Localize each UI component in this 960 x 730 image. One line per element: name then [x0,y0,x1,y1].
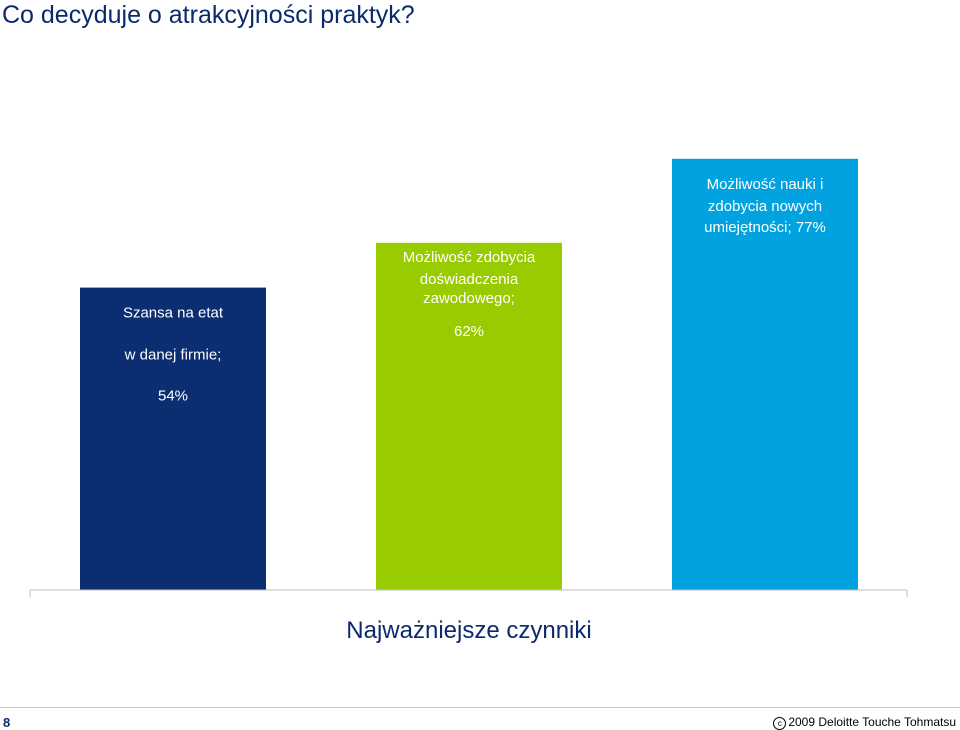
copyright-icon: c [773,717,787,730]
data-label-3-line-2: zdobycia nowych [708,198,822,215]
data-label-2-line-1: Możliwość zdobycia [403,249,536,266]
bar-2 [376,242,562,591]
data-label-2-line-4: 62% [454,323,484,340]
data-label-1-line-3: 54% [158,388,188,405]
data-label-1-line-2: w danej firmie; [124,347,222,364]
bar-chart: Szansa na etat w danej firmie; 54% Możliwoś… [29,158,908,644]
data-label-3-line-1: Możliwość nauki i [707,176,824,193]
footer-divider [0,707,960,708]
data-label-1-line-1: Szansa na etat [123,305,224,322]
page-number: 8 [3,715,11,730]
bar-1 [80,287,266,590]
page-title: Co decyduje o atrakcyjności praktyk? [2,1,415,29]
data-label-2-line-2: doświadczenia [420,271,519,288]
copyright-notice: c 2009 Deloitte Touche Tohmatsu [773,715,956,730]
bar-3 [672,158,858,591]
copyright-text: 2009 Deloitte Touche Tohmatsu [788,715,956,729]
x-axis-label: Najważniejsze czynniki [346,617,591,644]
data-label-2-line-3: zawodowego; [423,290,515,307]
data-label-3-line-3: umiejętności; 77% [704,219,826,236]
